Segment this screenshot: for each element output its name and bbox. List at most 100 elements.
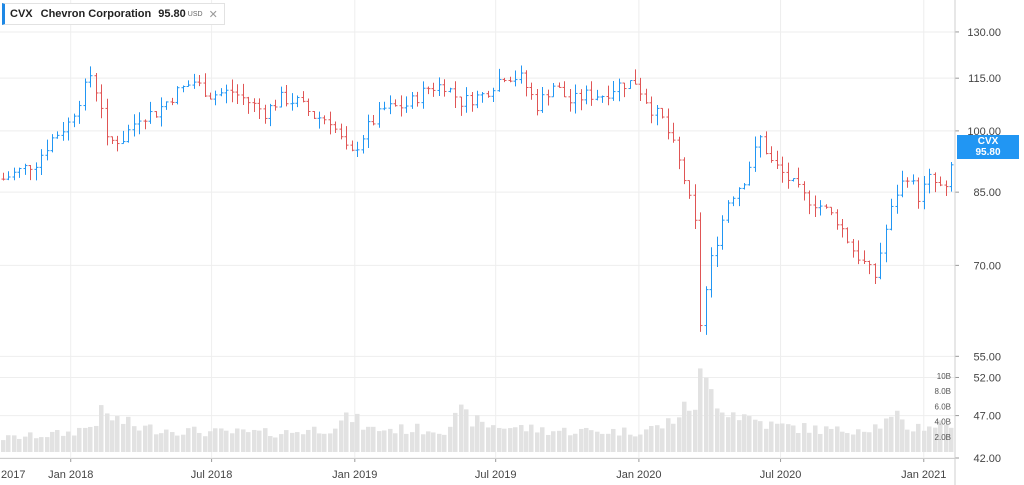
ohlc-bar (39, 149, 44, 176)
volume-bar (426, 431, 431, 452)
ohlc-bar (660, 107, 665, 119)
ohlc-bar (786, 162, 791, 189)
volume-bar (551, 431, 556, 452)
volume-bar (110, 420, 115, 452)
legend[interactable]: CVX Chevron Corporation 95.80 USD ✕ (2, 3, 225, 25)
volume-bar (649, 425, 654, 452)
ohlc-bar (263, 104, 268, 124)
ohlc-bar (344, 126, 349, 150)
ohlc-bar (606, 85, 611, 106)
volume-bar (480, 421, 485, 452)
ohlc-bar (404, 96, 409, 113)
volume-bar (584, 427, 589, 452)
ohlc-bar (470, 92, 475, 112)
volume-bar (34, 438, 39, 452)
volume-bar (464, 409, 469, 452)
volume-bar (154, 434, 159, 452)
close-icon[interactable]: ✕ (208, 8, 218, 21)
ohlc-bar (671, 122, 676, 143)
volume-bar (371, 426, 376, 452)
volume-bar (279, 434, 284, 452)
volume-bar (159, 433, 164, 452)
volume-bar (682, 401, 687, 452)
volume-bar (350, 422, 355, 452)
volume-bar (263, 428, 268, 452)
volume-bar (382, 430, 387, 452)
volume-bar (339, 420, 344, 452)
volume-bar (693, 409, 698, 452)
last-price-value: 95.80 (975, 147, 1001, 158)
ohlc-bar (764, 131, 769, 155)
ohlc-bar (361, 134, 366, 154)
ohlc-bar (540, 86, 545, 113)
ohlc-bar (938, 176, 943, 187)
volume-bar (12, 435, 17, 452)
volume-bar (677, 417, 682, 452)
ohlc-bar (513, 70, 518, 87)
volume-bar (284, 430, 289, 452)
ohlc-bar (306, 98, 311, 117)
volume-bar (540, 427, 545, 452)
x-tick-label: Jul 2018 (191, 469, 233, 481)
ohlc-bar (682, 157, 687, 185)
ohlc-bar (371, 115, 376, 126)
volume-bar (856, 429, 861, 452)
ohlc-bar (55, 131, 60, 139)
volume-bar (562, 427, 567, 452)
volume-tick-label: 8.0B (935, 387, 951, 396)
ohlc-bar (829, 206, 834, 216)
volume-bar (818, 433, 823, 452)
volume-bar (796, 433, 801, 452)
ohlc-bar (775, 150, 780, 170)
ohlc-bar (502, 77, 507, 83)
volume-bar (687, 410, 692, 452)
volume-bar (862, 431, 867, 452)
ohlc-bar (878, 242, 883, 280)
ohlc-bar (584, 85, 589, 105)
ohlc-bar (170, 97, 175, 106)
y-tick-label: 130.00 (967, 27, 1001, 39)
legend-price: 95.80 (158, 8, 186, 20)
ohlc-bar (884, 224, 889, 263)
volume-bar (502, 428, 507, 452)
volume-bar (94, 425, 99, 452)
ohlc-bar (268, 103, 273, 127)
ohlc-bar (611, 81, 616, 101)
ohlc-bar (328, 111, 333, 135)
ohlc-bar (192, 73, 197, 89)
ohlc-bar (224, 84, 229, 104)
volume-bar (508, 428, 513, 452)
ohlc-bar (279, 86, 284, 108)
ohlc-bar (203, 73, 208, 97)
ohlc-bar (208, 92, 213, 100)
x-tick-label: Jan 2021 (901, 469, 946, 481)
ohlc-bar (1, 172, 6, 181)
volume-bar (404, 433, 409, 452)
ohlc-bar (431, 82, 436, 97)
ohlc-bar (715, 236, 720, 268)
ohlc-bar (720, 215, 725, 250)
x-tick-label: Jul 2020 (760, 469, 802, 481)
x-tick-label: Jul 2019 (475, 469, 517, 481)
volume-bar (241, 429, 246, 452)
ohlc-bar (895, 184, 900, 214)
volume-bar (606, 433, 611, 452)
volume-tick-label: 2.0B (935, 433, 951, 442)
volume-bar (246, 432, 251, 452)
ohlc-bar (143, 119, 148, 130)
volume-bar (633, 436, 638, 452)
volume-bar (235, 428, 240, 452)
volume-bar (807, 432, 812, 452)
ohlc-bar (241, 83, 246, 106)
volume-bar (132, 426, 137, 452)
ohlc-bar (845, 227, 850, 244)
ohlc-bar (491, 87, 496, 102)
ohlc-bar (148, 101, 153, 124)
volume-bar (486, 427, 491, 452)
ohlc-bar (873, 263, 878, 284)
y-tick-label: 47.00 (973, 411, 1001, 423)
last-price-tag: CVX 95.80 (957, 135, 1019, 159)
ohlc-bar (747, 161, 752, 186)
